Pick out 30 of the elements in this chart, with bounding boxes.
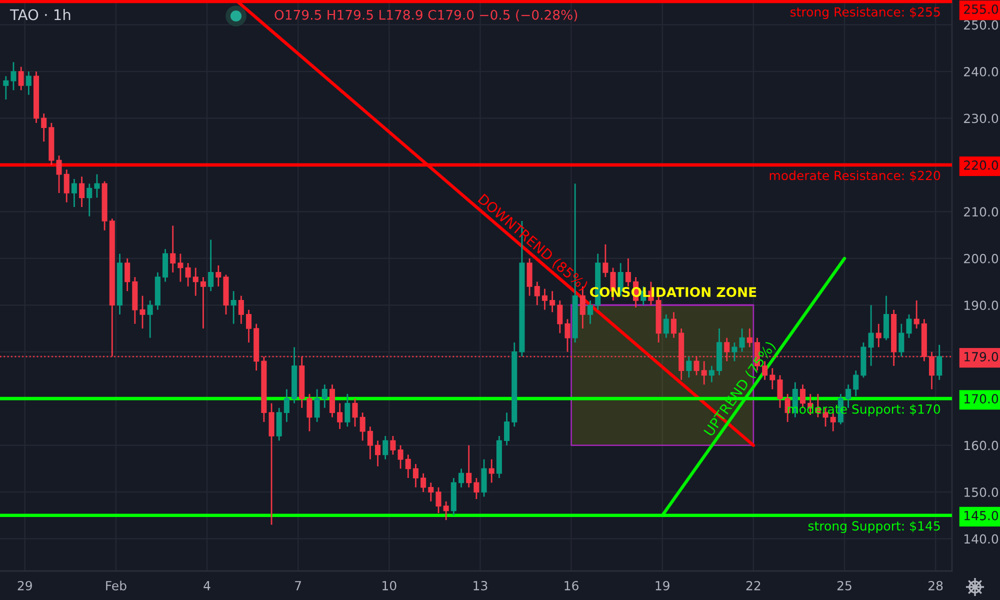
- x-tick-label: 4: [204, 581, 210, 590]
- x-tick-label: Feb: [106, 580, 126, 590]
- y-tick-label: 210.0: [964, 207, 998, 217]
- ref-line-label: moderate Resistance: $220: [770, 170, 940, 182]
- x-tick-label: 22: [746, 580, 760, 590]
- x-tick-label: 28: [928, 580, 943, 590]
- x-tick-label: 7: [295, 581, 301, 590]
- y-tick-label: 250.0: [964, 20, 998, 30]
- y-tick-label: 179.0: [964, 352, 998, 362]
- text: O179.5 H179.5 L178.9 C179.0 −0.5 (−0.28%): [274, 10, 578, 22]
- x-tick-label: 25: [837, 580, 852, 590]
- y-tick-label: 140.0: [964, 534, 998, 544]
- x-tick-label: 16: [564, 580, 578, 590]
- ref-line-label: strong Support: $145: [808, 520, 940, 534]
- x-tick-label: 10: [382, 580, 396, 590]
- text: TAO · 1h: [10, 8, 70, 20]
- y-tick-label: 150.0: [964, 488, 998, 497]
- y-tick-label: 230.0: [964, 114, 998, 124]
- y-tick-label: 255.0: [964, 4, 998, 14]
- x-tick-label: 19: [656, 580, 670, 590]
- y-tick-label: 190.0: [964, 300, 998, 310]
- x-tick-label: 13: [474, 580, 488, 590]
- y-tick-label: 145.0: [964, 510, 998, 520]
- y-tick-label: 220.0: [964, 160, 998, 170]
- y-tick-label: 160.0: [964, 440, 998, 450]
- y-tick-label: 240.0: [964, 66, 998, 76]
- y-tick-label: 170.0: [964, 394, 998, 404]
- y-tick-label: 200.0: [964, 254, 998, 264]
- ref-line-label: strong Resistance: $255: [790, 6, 940, 20]
- x-tick-label: 29: [18, 580, 32, 590]
